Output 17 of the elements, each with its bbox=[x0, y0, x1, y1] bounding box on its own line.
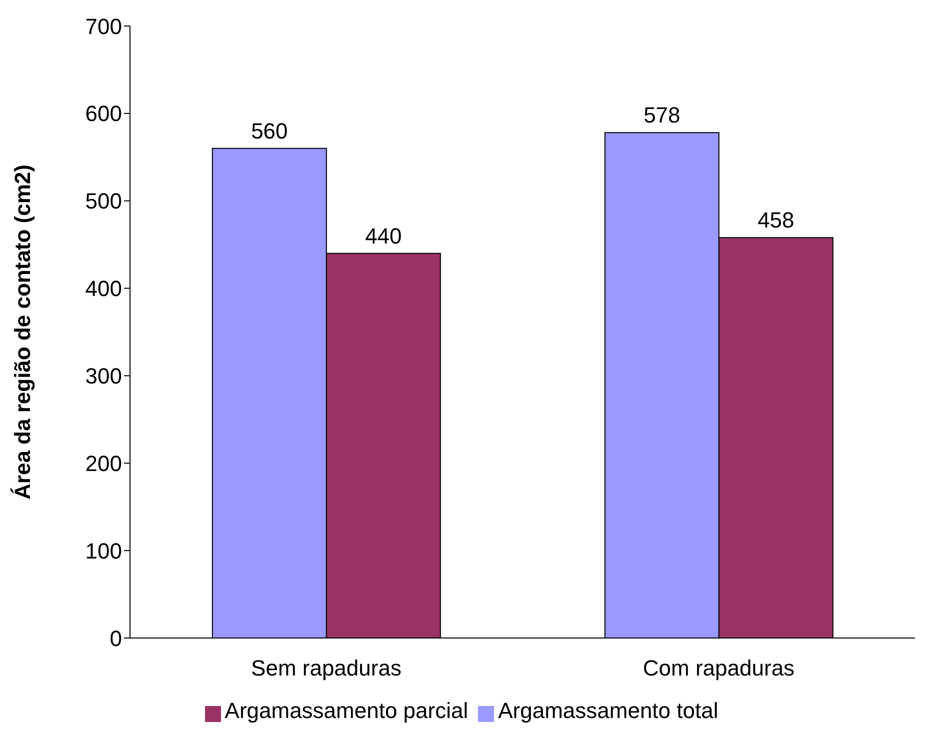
x-tick-label: Com rapaduras bbox=[642, 656, 795, 681]
y-axis-title: Área da região de contato (cm2) bbox=[10, 164, 35, 500]
y-tick-label: 100 bbox=[85, 538, 122, 564]
y-tick-label: 400 bbox=[85, 276, 122, 302]
data-label: 440 bbox=[365, 223, 402, 248]
y-tick-label: 0 bbox=[110, 626, 122, 651]
data-label: 560 bbox=[251, 118, 288, 144]
y-tick-label: 500 bbox=[85, 188, 122, 214]
y-tick-label: 200 bbox=[85, 450, 122, 476]
x-tick-label: Sem rapaduras bbox=[251, 656, 402, 681]
data-label: 578 bbox=[644, 102, 680, 128]
y-tick-label: 600 bbox=[85, 101, 122, 126]
data-label: 458 bbox=[758, 208, 794, 233]
y-tick-label: 700 bbox=[85, 14, 122, 39]
legend-label: Argamassamento total bbox=[498, 698, 718, 723]
legend-label: Argamassamento parcial bbox=[224, 698, 468, 723]
y-tick-label: 300 bbox=[85, 364, 122, 389]
